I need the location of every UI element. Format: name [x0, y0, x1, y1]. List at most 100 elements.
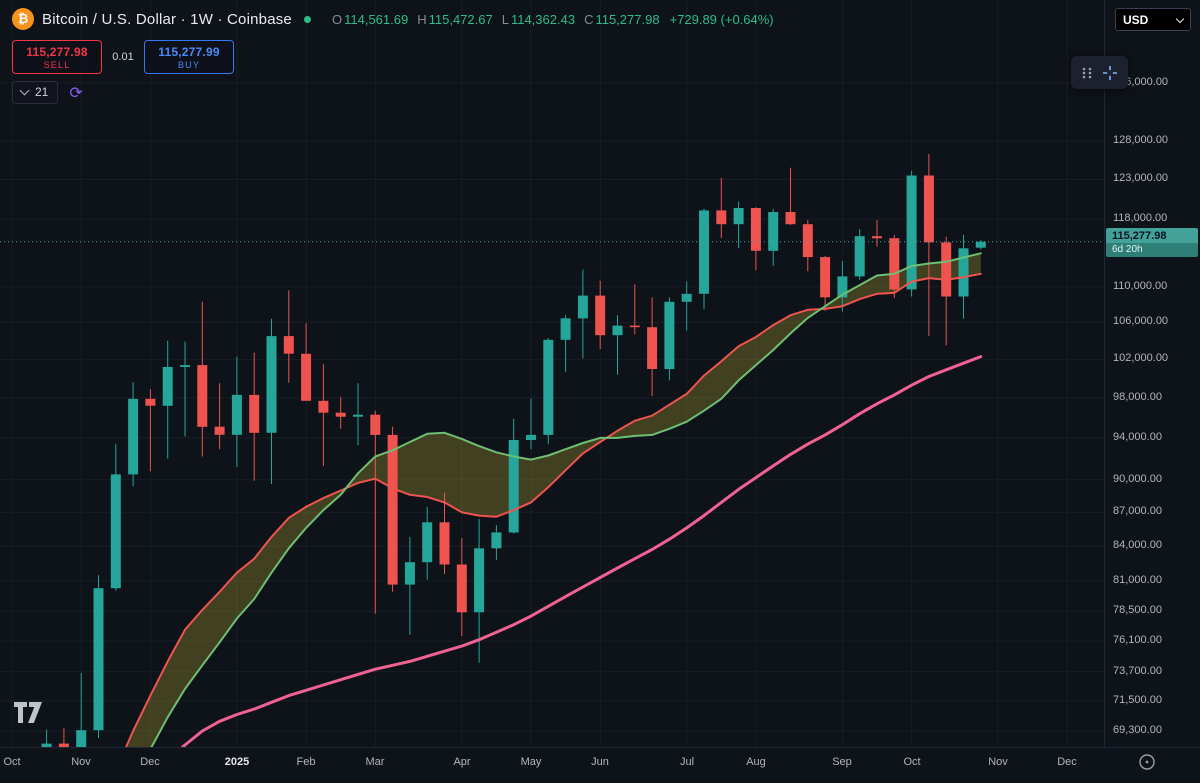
candle-body	[820, 257, 831, 298]
sell-price: 115,277.98	[26, 44, 88, 59]
price-tick-label: 118,000.00	[1113, 212, 1168, 224]
price-tick-label: 84,000.00	[1113, 539, 1162, 551]
buy-label: BUY	[177, 59, 201, 70]
high-label: H	[417, 11, 427, 27]
candle-body	[837, 276, 848, 298]
candle-body	[249, 394, 260, 433]
candle-body	[560, 318, 571, 340]
time-tick-label: May	[520, 756, 542, 768]
currency-dropdown[interactable]: USD	[1115, 8, 1191, 31]
price-tick-label: 69,300.00	[1113, 724, 1162, 736]
time-tick-label: Dec	[1057, 756, 1077, 768]
candle-body	[93, 588, 104, 731]
sell-button[interactable]: 115,277.98 SELL	[12, 40, 102, 74]
candle-countdown: 6d 20h	[1106, 243, 1198, 257]
candle-body	[975, 241, 986, 248]
candle-body	[439, 522, 450, 565]
indicator-legend-value: 21	[35, 85, 49, 99]
candle-body	[802, 224, 813, 258]
time-tick-label: Aug	[746, 756, 766, 768]
candle-body	[958, 248, 969, 297]
order-panel: 115,277.98 SELL 0.01 115,277.99 BUY	[12, 40, 234, 74]
market-status-dot	[303, 15, 311, 23]
buy-button[interactable]: 115,277.99 BUY	[144, 40, 234, 74]
time-tick-label: Jun	[591, 756, 609, 768]
change-value: +729.89 (+0.64%)	[669, 11, 774, 27]
candle-body	[491, 532, 502, 549]
candle-body	[214, 426, 225, 435]
ribbon-fill	[126, 253, 981, 747]
candle-body	[474, 548, 485, 613]
time-tick-label: Jul	[679, 756, 695, 768]
price-tick-label: 76,100.00	[1113, 634, 1162, 646]
price-chart-pane[interactable]	[0, 0, 1104, 747]
price-tick-label: 106,000.00	[1113, 315, 1169, 327]
symbol-title[interactable]: Bitcoin / U.S. Dollar · 1W · Coinbase	[42, 10, 292, 28]
candle-body	[733, 208, 744, 225]
target-icon[interactable]	[1137, 752, 1157, 772]
candle-body	[629, 325, 640, 328]
sell-label: SELL	[43, 59, 71, 70]
candle-body	[681, 293, 692, 302]
high-value: 115,472.67	[428, 11, 493, 27]
open-label: O	[331, 11, 343, 27]
last-price-tag: 115,277.98 6d 20h	[1106, 228, 1198, 257]
price-tick-label: 73,700.00	[1113, 665, 1162, 677]
price-tick-label: 102,000.00	[1113, 352, 1169, 364]
low-label: L	[501, 11, 509, 27]
candle-body	[370, 414, 381, 435]
candle-body	[404, 562, 415, 585]
tradingview-logo[interactable]	[14, 702, 44, 728]
ema21-line	[125, 272, 982, 747]
last-price-value: 115,277.98	[1106, 228, 1198, 243]
drag-handle-icon[interactable]	[1081, 66, 1093, 80]
time-axis[interactable]: Oct Nov Dec 2025 Feb Mar Apr May Jun Jul Aug Sep Oct…	[0, 747, 1200, 783]
close-label: C	[584, 11, 594, 27]
candle-body	[283, 336, 294, 354]
candle-body	[595, 295, 606, 336]
candle-body	[664, 301, 675, 370]
time-tick-label: 2025	[224, 756, 250, 768]
time-tick-label: Oct	[3, 756, 21, 768]
candle-body	[768, 212, 779, 251]
low-value: 114,362.43	[510, 11, 576, 27]
candle-body	[854, 236, 865, 277]
candle-body	[266, 336, 277, 433]
crosshair-icon[interactable]	[1102, 65, 1118, 81]
time-tick-label: Nov	[988, 756, 1008, 768]
candle-body	[716, 210, 727, 225]
candle-body	[785, 212, 796, 225]
time-tick-label: Apr	[453, 756, 471, 768]
candle-body	[197, 365, 208, 427]
chevron-down-icon	[19, 85, 30, 96]
candle-body	[577, 295, 588, 319]
indicator-legend-toggle[interactable]: 21	[12, 81, 59, 104]
candle-body	[941, 242, 952, 297]
price-tick-label: 110,000.00	[1113, 280, 1168, 292]
candle-body	[750, 208, 761, 251]
price-tick-label: 87,000.00	[1113, 505, 1162, 517]
price-tick-label: 78,500.00	[1113, 604, 1162, 616]
price-tick-label: 71,500.00	[1113, 694, 1162, 706]
candle-body	[58, 743, 69, 747]
close-value: 115,277.98	[595, 11, 660, 27]
time-tick-label: Nov	[71, 756, 91, 768]
time-tick-label: Sep	[832, 756, 852, 768]
time-tick-label: Feb	[296, 756, 316, 768]
candle-body	[318, 400, 329, 413]
price-tick-label: 81,000.00	[1113, 574, 1162, 586]
open-value: 114,561.69	[344, 11, 409, 27]
candle-body	[422, 522, 433, 563]
candle-body	[889, 238, 900, 290]
bitcoin-logo-icon: ₿	[12, 8, 34, 30]
price-tick-label: 90,000.00	[1113, 473, 1162, 485]
price-axis[interactable]: 115,277.98 6d 20h 136,000.00 128,000.00 12…	[1104, 0, 1200, 747]
price-tick-label: 94,000.00	[1113, 431, 1162, 443]
candle-body	[110, 474, 121, 589]
candle-body	[612, 325, 623, 336]
caret-down-icon	[1175, 14, 1185, 23]
candle-body	[508, 440, 519, 533]
refresh-icon[interactable]: ⟳	[69, 82, 83, 102]
sma20-line	[150, 252, 982, 747]
